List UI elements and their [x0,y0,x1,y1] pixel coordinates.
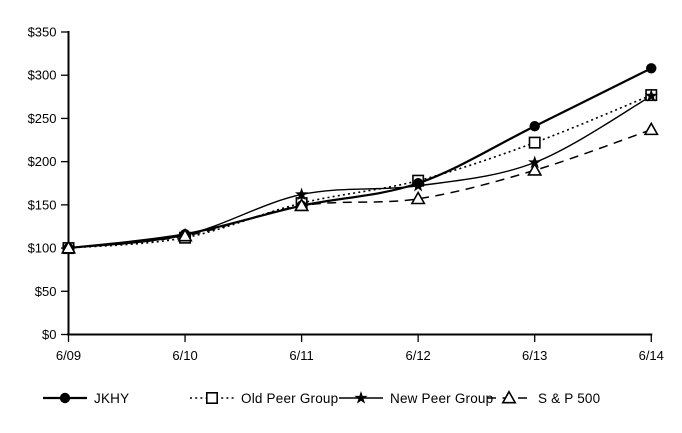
legend-marker-open-triangle [501,390,517,404]
series-line-old-peer-group [68,94,652,249]
x-tick-label: 6/10 [172,348,197,363]
marker-jkhy [646,63,657,74]
legend-marker-filled-circle [59,392,71,404]
series-line-new-peer-group [68,95,652,249]
marker-s-p-500 [294,197,310,212]
marker-new-peer-group [294,187,309,201]
filled-circle-line-swatch [43,392,87,404]
y-tick-label: $350 [28,25,57,40]
legend-marker-open-square [205,391,218,404]
filled-star-line-swatch [339,391,383,404]
chart-legend: JKHY Old Peer Group New Peer Group S & P… [0,390,682,408]
y-tick-label: $100 [28,241,57,256]
y-tick-label: $300 [28,68,57,83]
legend-item-sp500: S & P 500 [487,390,600,406]
open-triangle-dashed-line-swatch [487,390,531,404]
legend-item-jkhy: JKHY [43,390,129,406]
marker-s-p-500 [527,162,543,176]
series-line-jkhy [68,67,652,250]
x-tick-label: 6/13 [522,348,547,363]
marker-new-peer-group [411,178,425,192]
x-tick-label: 6/12 [405,348,430,363]
x-tick-label: 6/14 [639,348,664,363]
series-line-s-p-500 [68,128,652,249]
y-tick-label: $50 [35,284,57,299]
y-tick-label: $0 [42,327,56,342]
x-tick-label: 6/11 [289,348,313,363]
marker-s-p-500 [177,228,193,242]
legend-label-sp500: S & P 500 [538,390,601,406]
y-tick-label: $250 [28,111,57,126]
marker-s-p-500 [60,240,77,254]
legend-item-old-peer-group: Old Peer Group [190,390,338,406]
marker-jkhy [529,121,540,132]
y-tick-label: $200 [28,154,57,169]
legend-item-new-peer-group: New Peer Group [339,390,493,406]
marker-old-peer-group [528,136,541,149]
y-tick-label: $150 [28,197,57,212]
legend-label-new-peer-group: New Peer Group [390,390,494,406]
marker-new-peer-group [528,155,542,169]
legend-marker-filled-star [354,391,368,404]
open-square-dotted-line-swatch [190,391,234,404]
x-tick-label: 6/09 [56,348,81,363]
marker-s-p-500 [410,190,426,205]
legend-label-old-peer-group: Old Peer Group [241,390,339,406]
marker-new-peer-group [644,88,658,102]
legend-label-jkhy: JKHY [94,390,130,406]
marker-s-p-500 [643,121,659,136]
